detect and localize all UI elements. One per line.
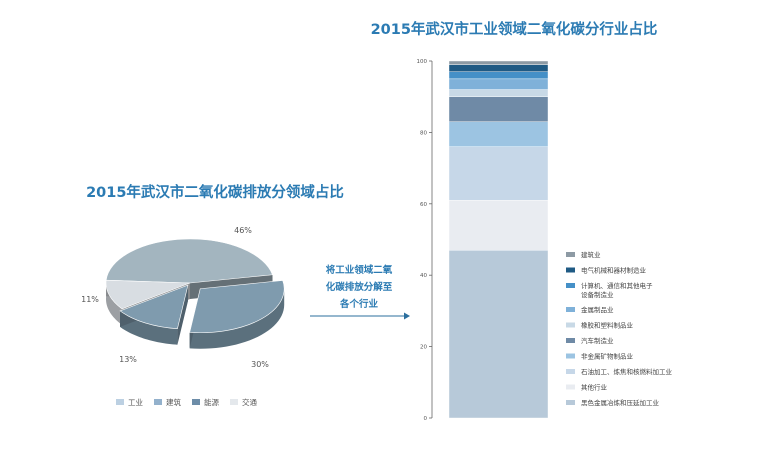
bar-legend-swatch-2 bbox=[566, 283, 575, 288]
pie-legend-label-transport: 交通 bbox=[242, 397, 257, 407]
pie-slice-industry bbox=[105, 238, 273, 284]
pie-slice-side bbox=[189, 288, 285, 349]
pie-legend-label-building: 建筑 bbox=[166, 397, 181, 407]
left-chart-title: 2015年武汉市二氧化碳排放分领域占比 bbox=[86, 183, 344, 201]
arrow-text-line3: 各个行业 bbox=[339, 298, 379, 310]
bar-legend-swatch-9 bbox=[566, 400, 575, 405]
bar-legend-swatch-5 bbox=[566, 338, 575, 343]
y-tick-label: 20 bbox=[420, 345, 427, 351]
pie-slice-building bbox=[189, 280, 285, 334]
stacked-bar bbox=[448, 60, 549, 419]
y-tick-label: 0 bbox=[424, 416, 428, 422]
pie-slice-side bbox=[106, 281, 123, 325]
bar-segment-0 bbox=[448, 250, 549, 419]
bar-legend-swatch-8 bbox=[566, 384, 575, 390]
bar-legend-label-8: 其他行业 bbox=[581, 383, 608, 392]
bar-legend: 建筑业电气机械和器材制造业计算机、通信和其他电子设备制造业金属制品业橡胶和塑料制… bbox=[566, 250, 673, 407]
bar-legend-label-7: 石油加工、炼焦和核燃料加工业 bbox=[581, 367, 673, 376]
pie-slice-energy bbox=[119, 284, 189, 330]
bar-legend-label-6: 非金属矿物制品业 bbox=[581, 352, 634, 361]
bar-segment-3 bbox=[448, 121, 549, 147]
bar-legend-swatch-6 bbox=[566, 353, 575, 359]
pie-slice-transport bbox=[105, 279, 191, 310]
bar-legend-label-0: 建筑业 bbox=[581, 250, 601, 259]
y-tick-label: 80 bbox=[420, 130, 427, 136]
bar-segment-6 bbox=[448, 78, 549, 90]
pie-legend-swatch-energy bbox=[192, 399, 200, 405]
arrow-head-icon bbox=[404, 312, 410, 320]
bar-segment-1 bbox=[448, 200, 549, 251]
arrow-text-line1: 将工业领域二氧 bbox=[326, 264, 393, 276]
bar-legend-swatch-0 bbox=[566, 252, 575, 257]
bar-legend-label-4: 橡胶和塑料制品业 bbox=[581, 321, 634, 330]
y-tick-label: 40 bbox=[420, 273, 427, 279]
y-tick-label: 60 bbox=[420, 202, 427, 208]
pie-label-energy: 13% bbox=[119, 355, 137, 364]
y-tick-label: 100 bbox=[417, 59, 428, 65]
bar-legend-swatch-4 bbox=[566, 322, 575, 328]
pie-label-building: 30% bbox=[251, 360, 269, 369]
arrow-text-line2: 化碳排放分解至 bbox=[326, 281, 393, 293]
bar-legend-swatch-7 bbox=[566, 369, 575, 374]
bar-legend-label-3: 金属制品业 bbox=[581, 305, 614, 314]
bar-legend-label-2: 计算机、通信和其他电子 bbox=[581, 281, 653, 290]
bar-legend-swatch-1 bbox=[566, 267, 575, 273]
bar-segment-4 bbox=[448, 96, 549, 122]
bar-segment-7 bbox=[448, 71, 549, 80]
right-chart-title: 2015年武汉市工业领域二氧化碳分行业占比 bbox=[371, 20, 658, 38]
bar-axis: 0 20 40 60 80 100 bbox=[417, 59, 433, 422]
pie-legend-swatch-transport bbox=[230, 399, 238, 405]
bar-legend-label-5: 汽车制造业 bbox=[581, 336, 614, 345]
bar-legend-label-9: 黑色金属冶炼和压延加工业 bbox=[581, 398, 660, 407]
pie-label-transport: 11% bbox=[81, 295, 99, 304]
pie-chart bbox=[105, 238, 285, 349]
pie-label-industry: 46% bbox=[234, 226, 252, 235]
bar-segment-9 bbox=[448, 60, 549, 65]
bar-segment-5 bbox=[448, 89, 549, 97]
pie-legend-label-energy: 能源 bbox=[204, 397, 219, 407]
pie-legend-label-industry: 工业 bbox=[128, 397, 143, 407]
pie-legend: 工业 建筑 能源 交通 bbox=[116, 397, 257, 407]
bar-legend-label-1: 电气机械和器材制造业 bbox=[581, 266, 647, 275]
bar-legend-label-2: 设备制造业 bbox=[581, 290, 614, 299]
bar-segment-2 bbox=[448, 146, 549, 201]
pie-legend-swatch-industry bbox=[116, 399, 124, 405]
bar-segment-8 bbox=[448, 64, 549, 72]
pie-legend-swatch-building bbox=[154, 399, 162, 405]
bar-legend-swatch-3 bbox=[566, 307, 575, 312]
